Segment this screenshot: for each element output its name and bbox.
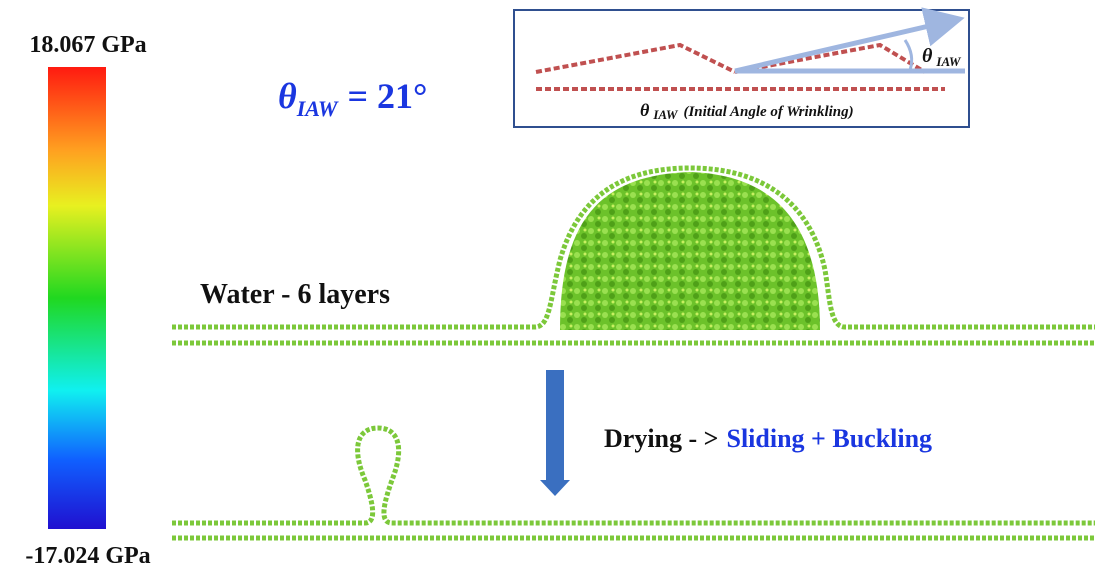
- angle-value: = 21°: [347, 76, 427, 116]
- inset-angle-symbol: θ: [922, 45, 933, 67]
- angle-symbol: θ: [278, 76, 297, 116]
- drying-text: Drying - >: [604, 424, 718, 453]
- colorbar-max: 18.067 GPa: [29, 32, 146, 58]
- inset-caption-text: (Initial Angle of Wrinkling): [683, 104, 853, 120]
- figure: 18.067 GPa -17.024 GPa θIAW= 21° θIAW θI…: [0, 0, 1095, 571]
- arrow-head: [540, 480, 570, 496]
- angle-subscript: IAW: [296, 96, 339, 121]
- colorbar: [48, 67, 106, 529]
- angle-label: θIAW = 21°: [278, 76, 427, 121]
- result-text: Sliding + Buckling: [726, 424, 932, 453]
- drying-label: Drying - > Sliding + Buckling: [604, 424, 932, 453]
- water-label: Water - 6 layers: [200, 279, 390, 310]
- inset-caption-symbol: θ: [640, 100, 650, 120]
- inset-caption-subscript: IAW: [652, 107, 679, 122]
- colorbar-min: -17.024 GPa: [25, 543, 150, 569]
- arrow-shaft: [546, 370, 564, 482]
- inset-angle-subscript: IAW: [935, 54, 962, 69]
